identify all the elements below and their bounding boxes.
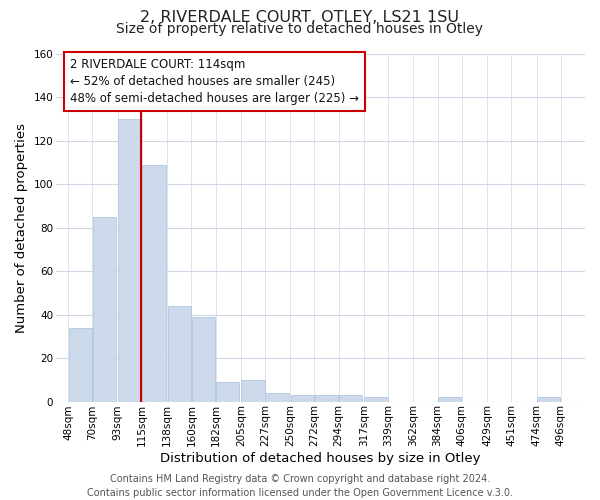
Text: 2, RIVERDALE COURT, OTLEY, LS21 1SU: 2, RIVERDALE COURT, OTLEY, LS21 1SU [140, 10, 460, 25]
Bar [167, 306, 191, 402]
Bar [315, 395, 338, 402]
Bar [537, 397, 560, 402]
Bar [364, 397, 388, 402]
Bar [68, 328, 92, 402]
Bar [291, 395, 314, 402]
Bar [142, 165, 166, 402]
Bar [339, 395, 362, 402]
X-axis label: Distribution of detached houses by size in Otley: Distribution of detached houses by size … [160, 452, 481, 465]
Bar [438, 397, 461, 402]
Bar [216, 382, 239, 402]
Bar [93, 217, 116, 402]
Bar [118, 119, 142, 402]
Text: 2 RIVERDALE COURT: 114sqm
← 52% of detached houses are smaller (245)
48% of semi: 2 RIVERDALE COURT: 114sqm ← 52% of detac… [70, 58, 359, 106]
Y-axis label: Number of detached properties: Number of detached properties [15, 123, 28, 333]
Text: Size of property relative to detached houses in Otley: Size of property relative to detached ho… [116, 22, 484, 36]
Bar [265, 393, 289, 402]
Bar [241, 380, 265, 402]
Bar [192, 317, 215, 402]
Text: Contains HM Land Registry data © Crown copyright and database right 2024.
Contai: Contains HM Land Registry data © Crown c… [87, 474, 513, 498]
